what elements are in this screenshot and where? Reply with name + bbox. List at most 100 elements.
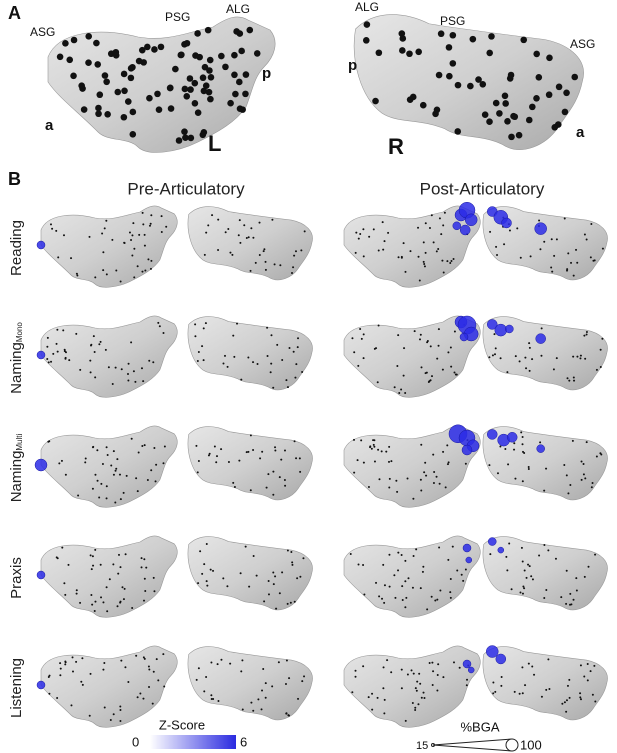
legend-title: Z-Score [159,717,205,732]
activation [462,659,472,669]
electrode [523,569,526,572]
electrode [595,455,598,458]
electrode [573,379,576,382]
electrode [449,31,457,39]
electrode [241,659,244,662]
electrode [81,683,84,686]
electrode [285,379,288,382]
electrode [555,357,558,360]
electrode [499,357,502,360]
electrode [245,236,248,239]
electrode [278,592,281,595]
electrode [279,264,282,267]
electrode [436,673,439,676]
electrode [281,359,284,362]
electrode [104,111,111,118]
electrode [58,462,61,465]
electrode [75,660,78,663]
electrode [505,555,508,558]
electrode [529,255,532,258]
region-label: ASG [570,37,595,51]
activation [459,332,469,342]
electrode [272,470,275,473]
electrode [353,471,356,474]
electrode [540,327,543,330]
legend-title: %BGA [460,719,499,734]
electrode [127,362,130,365]
electrode [538,219,541,222]
electrode [576,261,579,264]
electrode [121,586,124,589]
electrode [417,226,420,229]
electrode [140,367,143,370]
electrode [143,244,146,247]
electrode [386,659,389,662]
electrode [273,263,276,266]
electrode [201,345,204,348]
electrode [351,691,354,694]
electrode [583,675,586,678]
electrode [141,211,144,214]
electrode [583,575,586,578]
electrode [59,667,62,670]
region-label: PSG [440,14,465,28]
electrode [114,501,117,504]
electrode [545,688,548,691]
brain [353,14,585,151]
electrode [460,573,463,576]
electrode [246,26,254,34]
electrode [262,667,265,670]
electrode [210,698,213,701]
electrode [195,678,198,681]
electrode [100,596,103,599]
electrode [278,476,281,479]
electrode [294,376,297,379]
electrode [283,449,286,452]
electrode [586,679,589,682]
electrode [150,259,153,262]
electrode [496,110,503,117]
electrode [420,443,423,446]
electrode [50,360,53,363]
electrode [412,554,415,557]
electrode [236,105,244,113]
electrode [398,30,406,37]
electrode [375,49,383,57]
electrode [138,46,146,54]
electrode [79,368,82,371]
electrode [432,453,435,456]
electrode [199,74,207,82]
electrode [260,708,263,711]
electrode [432,670,435,673]
electrode [111,238,114,241]
electrode [444,486,447,489]
electrode [295,457,298,460]
activation [494,323,508,337]
electrode [373,460,376,463]
electrode [422,565,425,568]
electrode [506,371,509,374]
electrode [513,690,516,693]
electrode [280,458,283,461]
electrode [162,332,165,335]
electrode [215,455,218,458]
electrode [585,441,588,444]
electrode [203,690,206,693]
electrode [96,91,104,99]
electrode [590,223,593,226]
electrode [362,665,365,668]
electrode [297,337,300,340]
electrode [406,477,409,480]
row-label-main: Naming [8,342,25,394]
electrode [157,321,160,324]
electrode [545,467,548,470]
electrode [203,253,206,256]
electrode [205,231,208,234]
electrode [274,449,277,452]
electrode [383,584,386,587]
electrode [209,568,212,571]
electrode [585,330,588,333]
electrode [94,473,97,476]
electrode [515,131,523,139]
electrode [362,461,365,464]
